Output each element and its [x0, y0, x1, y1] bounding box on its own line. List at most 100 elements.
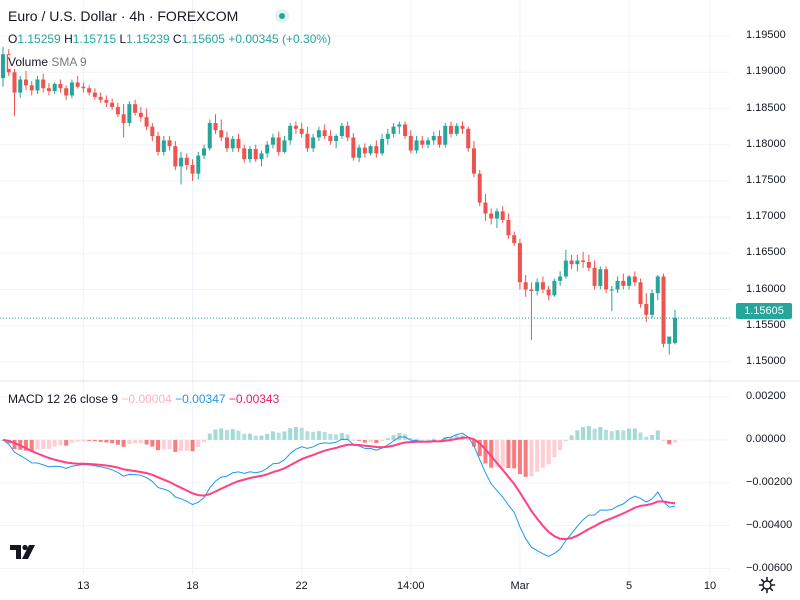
- candle-body: [644, 303, 649, 315]
- candle: [638, 278, 643, 308]
- price-tick-label: 1.17500: [746, 173, 786, 186]
- macd-hist-bar: [512, 439, 517, 469]
- candle: [471, 141, 476, 178]
- ohlc-legend: O1.15259 H1.15715 L1.15239 C1.15605 +0.0…: [8, 32, 331, 46]
- candle: [184, 153, 189, 171]
- candle-body: [414, 140, 419, 151]
- candle-body: [466, 128, 471, 149]
- macd-hist-bar: [609, 431, 614, 440]
- candle: [236, 133, 241, 152]
- symbol-title[interactable]: Euro / U.S. Dollar · 4h · FOREXCOM: [8, 8, 239, 24]
- macd-hist-bar: [391, 435, 396, 440]
- candle-body: [276, 137, 281, 152]
- macd-tick-label: 0.00200: [746, 390, 786, 402]
- macd-hist-bar: [184, 439, 189, 451]
- candle-body: [259, 153, 264, 160]
- macd-hist-bar: [207, 433, 212, 440]
- candle-body: [29, 85, 34, 91]
- candle-body: [110, 102, 115, 108]
- macd-hist-bar: [466, 439, 471, 441]
- signal-line: [2, 436, 676, 541]
- macd-hist-bar: [202, 439, 207, 443]
- macd-hist-bar: [110, 439, 115, 444]
- candle: [667, 336, 672, 355]
- macd-hist-bar: [328, 433, 333, 440]
- candle-body: [546, 289, 551, 296]
- candle: [460, 121, 465, 134]
- macd-hist-value: −0.00004: [121, 392, 172, 406]
- macd-hist-bar: [655, 430, 660, 440]
- candle: [190, 159, 195, 181]
- macd-legend[interactable]: MACD 12 26 close 9 −0.00004 −0.00347 −0.…: [8, 392, 280, 406]
- price-tick-label: 1.19500: [746, 29, 786, 42]
- macd-hist-bar: [374, 439, 379, 444]
- macd-hist-bar: [167, 439, 172, 450]
- macd-hist-bar: [586, 426, 591, 440]
- macd-hist-bar: [115, 439, 120, 445]
- price-tick-label: 1.18500: [746, 101, 786, 114]
- macd-hist-bar: [540, 439, 545, 468]
- candle: [517, 238, 522, 290]
- macd-hist-bar: [64, 439, 69, 446]
- macd-hist-bar: [667, 439, 672, 445]
- candle: [357, 144, 362, 163]
- settings-gear-icon[interactable]: [758, 576, 776, 594]
- macd-hist-bar: [408, 438, 413, 440]
- macd-hist-bar: [104, 439, 109, 443]
- candle-body: [431, 136, 436, 141]
- candle: [121, 104, 126, 138]
- candle: [569, 254, 574, 270]
- candle: [621, 273, 626, 290]
- candle: [466, 126, 471, 152]
- candle: [115, 102, 120, 118]
- candle-body: [179, 157, 184, 167]
- candle-body: [454, 125, 459, 134]
- macd-hist-bar: [650, 435, 655, 440]
- candle-body: [374, 146, 379, 154]
- candle: [575, 254, 580, 272]
- candle: [339, 122, 344, 139]
- candle-body: [115, 107, 120, 115]
- candle-body: [357, 147, 362, 158]
- macd-hist-bar: [494, 439, 499, 468]
- candle-body: [598, 269, 603, 286]
- candle: [351, 133, 356, 161]
- macd-hist-bar: [92, 439, 97, 442]
- candle: [540, 276, 545, 294]
- candle-body: [351, 137, 356, 158]
- macd-hist-bar: [224, 429, 230, 440]
- candle: [110, 98, 115, 110]
- candle-body: [552, 280, 557, 296]
- candle-body: [299, 128, 304, 134]
- macd-hist-bar: [380, 439, 385, 441]
- candle: [494, 208, 499, 228]
- macd-hist-bar: [517, 439, 522, 475]
- macd-hist-bar: [529, 439, 534, 477]
- macd-hist-bar: [305, 431, 310, 440]
- candle-body: [408, 136, 413, 151]
- candle-body: [500, 211, 505, 220]
- candle-body: [632, 276, 637, 283]
- candle: [563, 249, 568, 279]
- price-tick-label: 1.15500: [746, 318, 786, 331]
- candle-body: [35, 79, 40, 91]
- candle: [23, 70, 28, 90]
- macd-hist-bar: [299, 427, 304, 440]
- candle: [316, 126, 321, 142]
- ohlc-low-label: L: [119, 32, 127, 46]
- candle-body: [638, 282, 643, 304]
- macd-hist-bar: [219, 428, 224, 440]
- macd-hist-bar: [253, 435, 258, 440]
- candle: [345, 121, 350, 142]
- macd-line: [2, 432, 676, 557]
- ohlc-change: +0.00345 (+0.30%): [228, 32, 332, 46]
- tradingview-logo-icon[interactable]: [8, 538, 42, 564]
- candle: [259, 150, 264, 167]
- volume-legend[interactable]: Volume SMA 9: [8, 55, 87, 69]
- macd-hist-bar: [316, 431, 321, 440]
- macd-hist-bar: [236, 430, 241, 440]
- candle-body: [569, 260, 574, 265]
- macd-hist-bar: [489, 439, 494, 468]
- grid-lines: [0, 0, 730, 575]
